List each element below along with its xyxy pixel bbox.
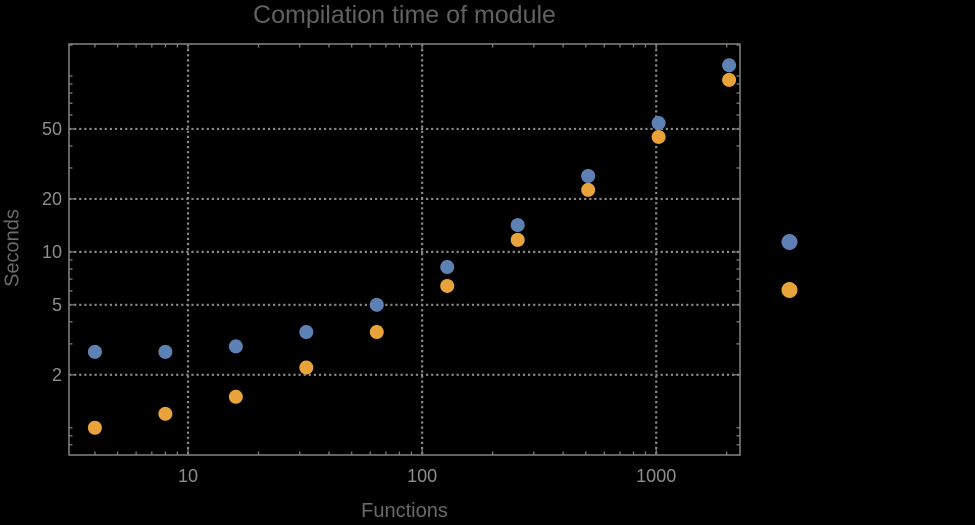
data-point-series-2-x64	[369, 325, 384, 340]
chart-title: Compilation time of module	[253, 1, 556, 29]
legend-marker-series-2	[781, 282, 798, 298]
y-tick-label-5: 5	[51, 294, 62, 315]
data-point-series-2-x32	[299, 360, 314, 375]
data-point-series-1-x32	[299, 325, 314, 340]
x-tick-label-1000: 1000	[636, 466, 677, 486]
plot-frame	[68, 43, 741, 456]
data-point-series-1-x16	[228, 339, 243, 354]
data-point-series-1-x64	[369, 297, 384, 312]
y-tick-label-20: 20	[41, 188, 62, 209]
data-point-series-1-x256	[510, 218, 525, 233]
x-tick-label-10: 10	[178, 466, 199, 486]
y-tick-label-50: 50	[41, 118, 62, 139]
x-tick-label-100: 100	[407, 466, 438, 486]
x-axis-label: Functions	[361, 500, 448, 522]
data-point-series-1-x128	[440, 260, 455, 275]
data-point-series-1-x4	[87, 344, 102, 359]
legend-marker-series-1	[781, 234, 798, 250]
data-point-series-2-x2048	[722, 72, 737, 87]
data-point-series-2-x8	[158, 406, 173, 421]
data-point-series-1-x512	[581, 168, 596, 183]
data-point-series-1-x8	[158, 344, 173, 359]
data-point-series-2-x256	[510, 232, 525, 247]
data-point-series-2-x128	[440, 278, 455, 293]
y-tick-label-10: 10	[41, 241, 62, 262]
data-point-series-1-x1024	[651, 116, 666, 131]
data-point-series-2-x4	[87, 420, 102, 435]
data-point-series-2-x16	[228, 389, 243, 404]
data-point-series-2-x512	[581, 182, 596, 197]
y-tick-label-2: 2	[51, 364, 62, 385]
data-point-series-1-x2048	[722, 58, 737, 73]
data-point-series-2-x1024	[651, 129, 666, 144]
